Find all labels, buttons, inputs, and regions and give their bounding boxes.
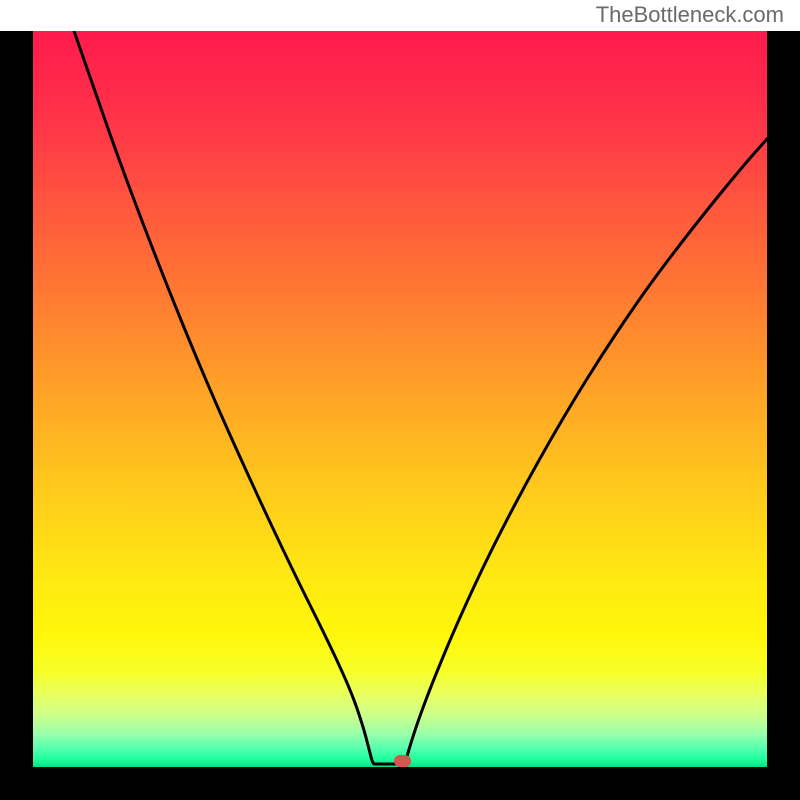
- plot-area: [33, 31, 767, 767]
- chart-container: { "attribution": "TheBottleneck.com", "c…: [0, 0, 800, 800]
- attribution-text: TheBottleneck.com: [596, 2, 784, 28]
- bottleneck-curve: [33, 31, 767, 767]
- optimal-point-marker: [394, 755, 411, 767]
